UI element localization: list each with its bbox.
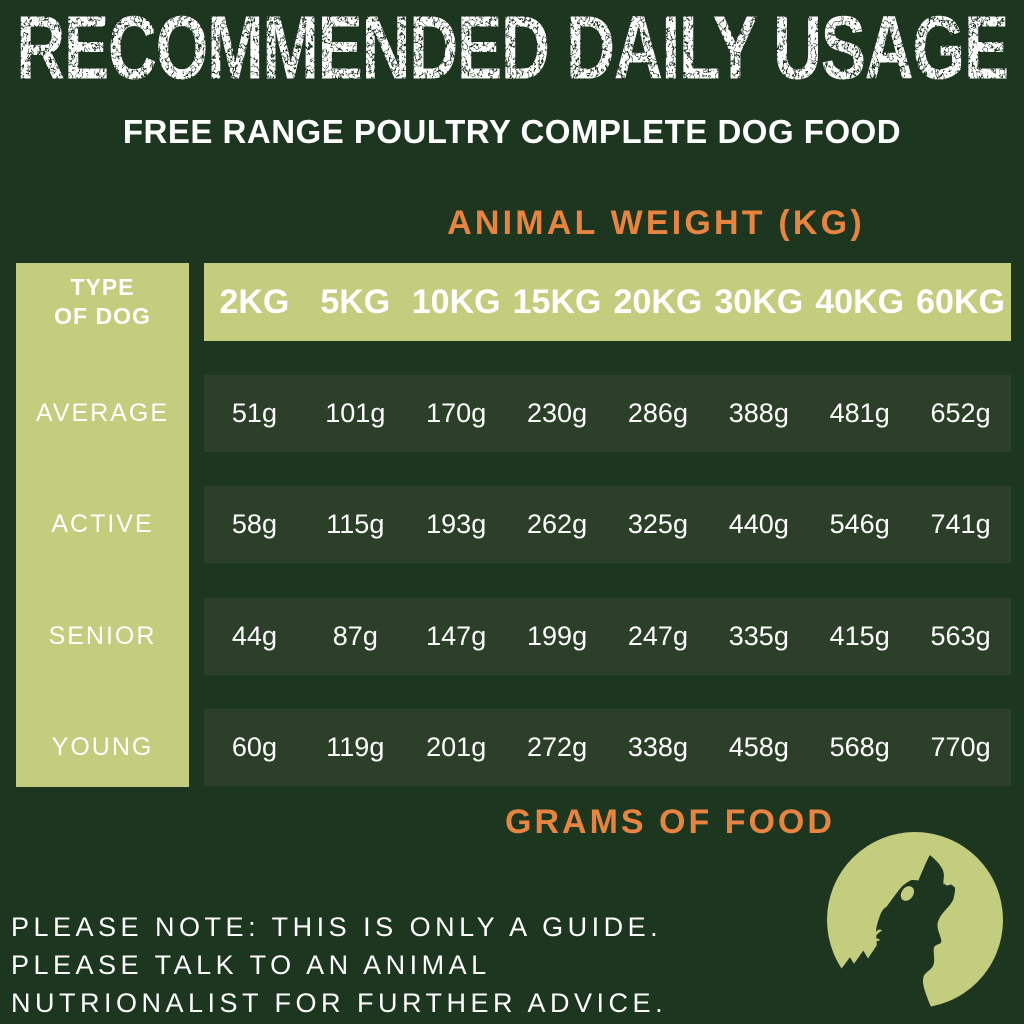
- svg-text:RECOMMENDED DAILY USAGE: RECOMMENDED DAILY USAGE: [16, 0, 1008, 98]
